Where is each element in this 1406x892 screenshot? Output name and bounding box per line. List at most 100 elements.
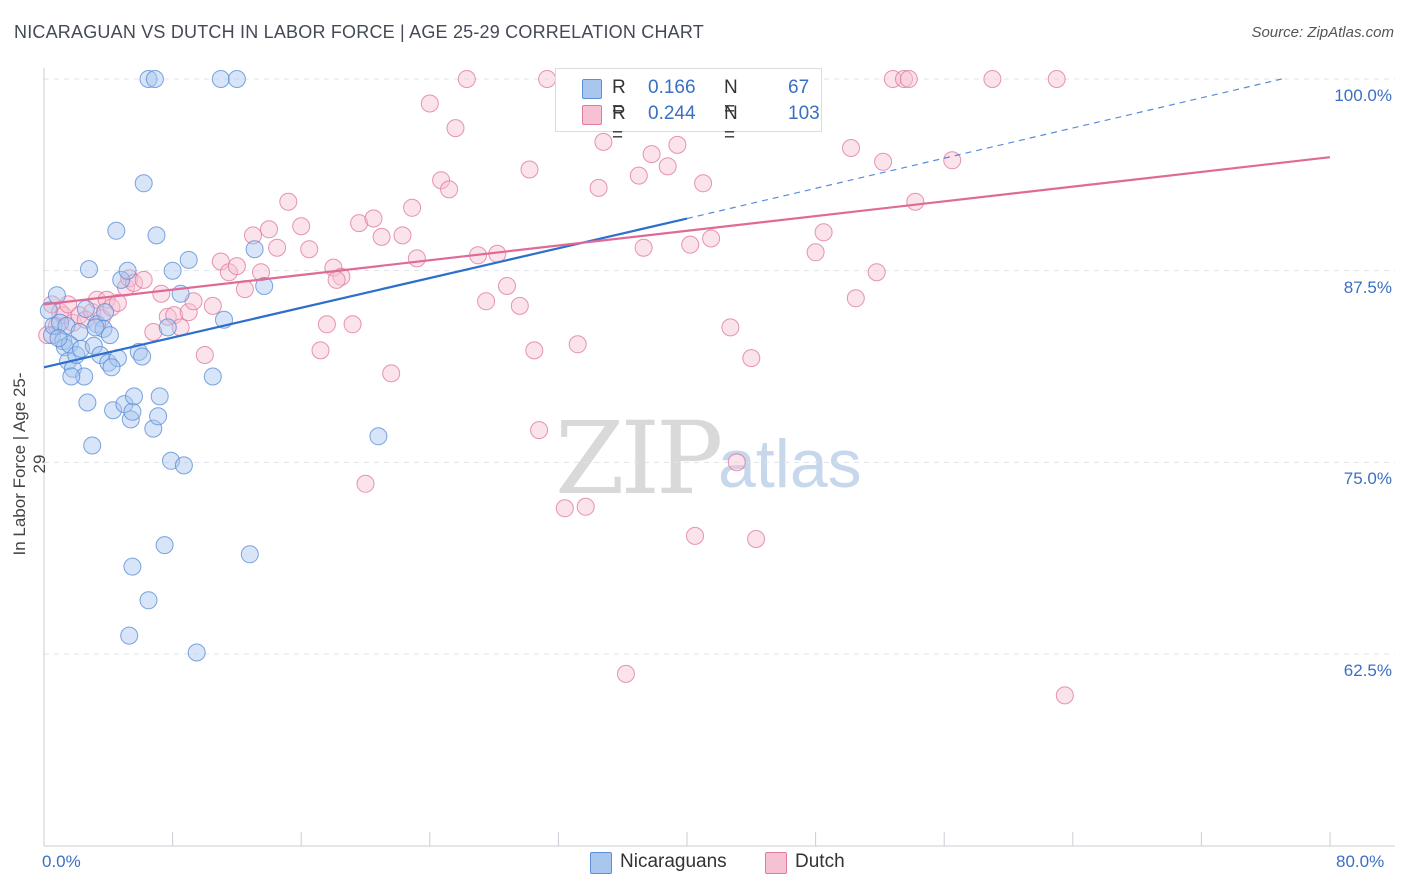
nicaraguan-point bbox=[96, 303, 115, 322]
nicaraguan-point bbox=[187, 643, 206, 662]
nicaraguan-point bbox=[120, 626, 139, 645]
nicaraguans-swatch-icon bbox=[582, 79, 602, 99]
legend-r-label: R = bbox=[612, 103, 626, 146]
dutch-point bbox=[525, 341, 544, 360]
legend-r-label: R = bbox=[612, 77, 626, 120]
dutch-point bbox=[867, 263, 886, 282]
dutch-point bbox=[727, 453, 746, 472]
dutch-point bbox=[702, 229, 721, 248]
dutch-point bbox=[943, 151, 962, 170]
nicaraguan-point bbox=[125, 387, 143, 406]
nicaraguan-point bbox=[145, 70, 164, 88]
dutch-point bbox=[108, 293, 127, 312]
dutch-point bbox=[594, 132, 613, 151]
nicaraguan-point bbox=[203, 367, 222, 386]
nicaraguan-point bbox=[121, 410, 140, 429]
dutch-point bbox=[403, 198, 422, 217]
nicaraguan-point bbox=[104, 401, 123, 420]
dutch-point bbox=[686, 526, 704, 545]
nicaraguan-point bbox=[76, 300, 95, 318]
dutch-point bbox=[134, 270, 153, 289]
nicaraguan-point bbox=[60, 335, 79, 354]
dutch-point bbox=[195, 346, 214, 364]
dutch-trend-line bbox=[43, 156, 1331, 306]
dutch-point bbox=[589, 178, 608, 197]
grid-layer bbox=[44, 78, 1395, 655]
nicaraguan-point bbox=[62, 367, 81, 386]
dutch-point bbox=[279, 192, 298, 211]
dutch-point bbox=[742, 349, 761, 368]
nicaraguan-point bbox=[100, 326, 119, 345]
nicaraguan-point bbox=[118, 261, 137, 280]
dutch-point bbox=[38, 326, 57, 345]
source-credit: Source: ZipAtlas.com bbox=[1251, 24, 1394, 41]
y-tick-label: 62.5% bbox=[1343, 661, 1392, 680]
dutch-point bbox=[747, 530, 766, 548]
x-tick-label-max: 80.0% bbox=[1336, 852, 1385, 871]
trend-layer bbox=[43, 78, 1331, 369]
nicaraguan-point bbox=[211, 70, 230, 88]
dutch-point bbox=[440, 180, 459, 199]
dutch-point bbox=[382, 364, 401, 383]
dutch-point bbox=[457, 70, 476, 88]
legend-n-value-nicaraguans: 67 bbox=[788, 77, 810, 98]
dutch-point bbox=[311, 341, 330, 360]
dutch-legend-swatch-icon bbox=[765, 852, 787, 874]
nicaraguans-trend-extension bbox=[686, 78, 1282, 220]
nicaraguan-point bbox=[240, 545, 259, 564]
nicaraguan-point bbox=[70, 323, 89, 341]
dutch-point bbox=[372, 227, 391, 246]
nicaraguan-point bbox=[139, 70, 158, 88]
nicaraguan-point bbox=[158, 318, 177, 337]
axis-layer bbox=[43, 68, 1395, 847]
y-tick-label: 87.5% bbox=[1343, 277, 1392, 297]
dutch-point bbox=[364, 209, 383, 228]
legend-n-label: N = bbox=[724, 103, 738, 146]
nicaraguan-point bbox=[112, 270, 131, 289]
dutch-point bbox=[350, 214, 369, 233]
dutch-point bbox=[1047, 70, 1066, 88]
dutch-point bbox=[520, 160, 539, 179]
nicaraguan-point bbox=[147, 226, 166, 245]
dutch-point bbox=[899, 70, 918, 88]
dutch-point bbox=[721, 318, 740, 337]
y-tick-label: 75.0% bbox=[1343, 469, 1392, 489]
nicaraguan-point bbox=[174, 456, 193, 475]
nicaraguan-point bbox=[139, 591, 158, 610]
nicaraguan-point bbox=[150, 387, 169, 406]
legend-n-value-dutch: 103 bbox=[788, 103, 820, 124]
nicaraguan-point bbox=[123, 557, 142, 576]
dutch-point bbox=[420, 94, 439, 113]
dutch-point bbox=[477, 292, 496, 311]
x-tick-label-min: 0.0% bbox=[42, 852, 81, 871]
nicaraguans-legend-swatch-icon bbox=[590, 852, 612, 874]
dutch-point bbox=[407, 249, 426, 268]
nicaraguan-point bbox=[86, 318, 105, 337]
nicaraguan-point bbox=[75, 367, 94, 386]
dutch-point bbox=[498, 277, 516, 295]
dutch-point bbox=[658, 157, 677, 176]
nicaraguan-point bbox=[78, 393, 97, 412]
nicaraguan-point bbox=[49, 329, 68, 348]
legend-label-nicaraguans: Nicaraguans bbox=[620, 851, 727, 872]
points-layer bbox=[38, 70, 1074, 705]
legend-label-dutch: Dutch bbox=[795, 851, 845, 872]
dutch-point bbox=[327, 270, 346, 289]
nicaraguan-point bbox=[245, 240, 264, 259]
dutch-point bbox=[568, 335, 587, 354]
dutch-point bbox=[694, 174, 713, 193]
dutch-point bbox=[292, 217, 311, 236]
dutch-point bbox=[152, 284, 171, 303]
legend-r-value-nicaraguans: 0.166 bbox=[648, 77, 696, 98]
nicaraguan-point bbox=[369, 427, 388, 446]
dutch-point bbox=[555, 499, 574, 518]
dutch-point bbox=[629, 166, 648, 185]
dutch-point bbox=[446, 119, 465, 138]
dutch-point bbox=[260, 220, 278, 239]
y-axis-label: In Labor Force | Age 25-29 bbox=[10, 372, 49, 556]
dutch-point bbox=[846, 289, 865, 308]
nicaraguan-point bbox=[83, 436, 102, 455]
nicaraguan-point bbox=[155, 536, 174, 555]
nicaraguan-point bbox=[133, 347, 152, 366]
